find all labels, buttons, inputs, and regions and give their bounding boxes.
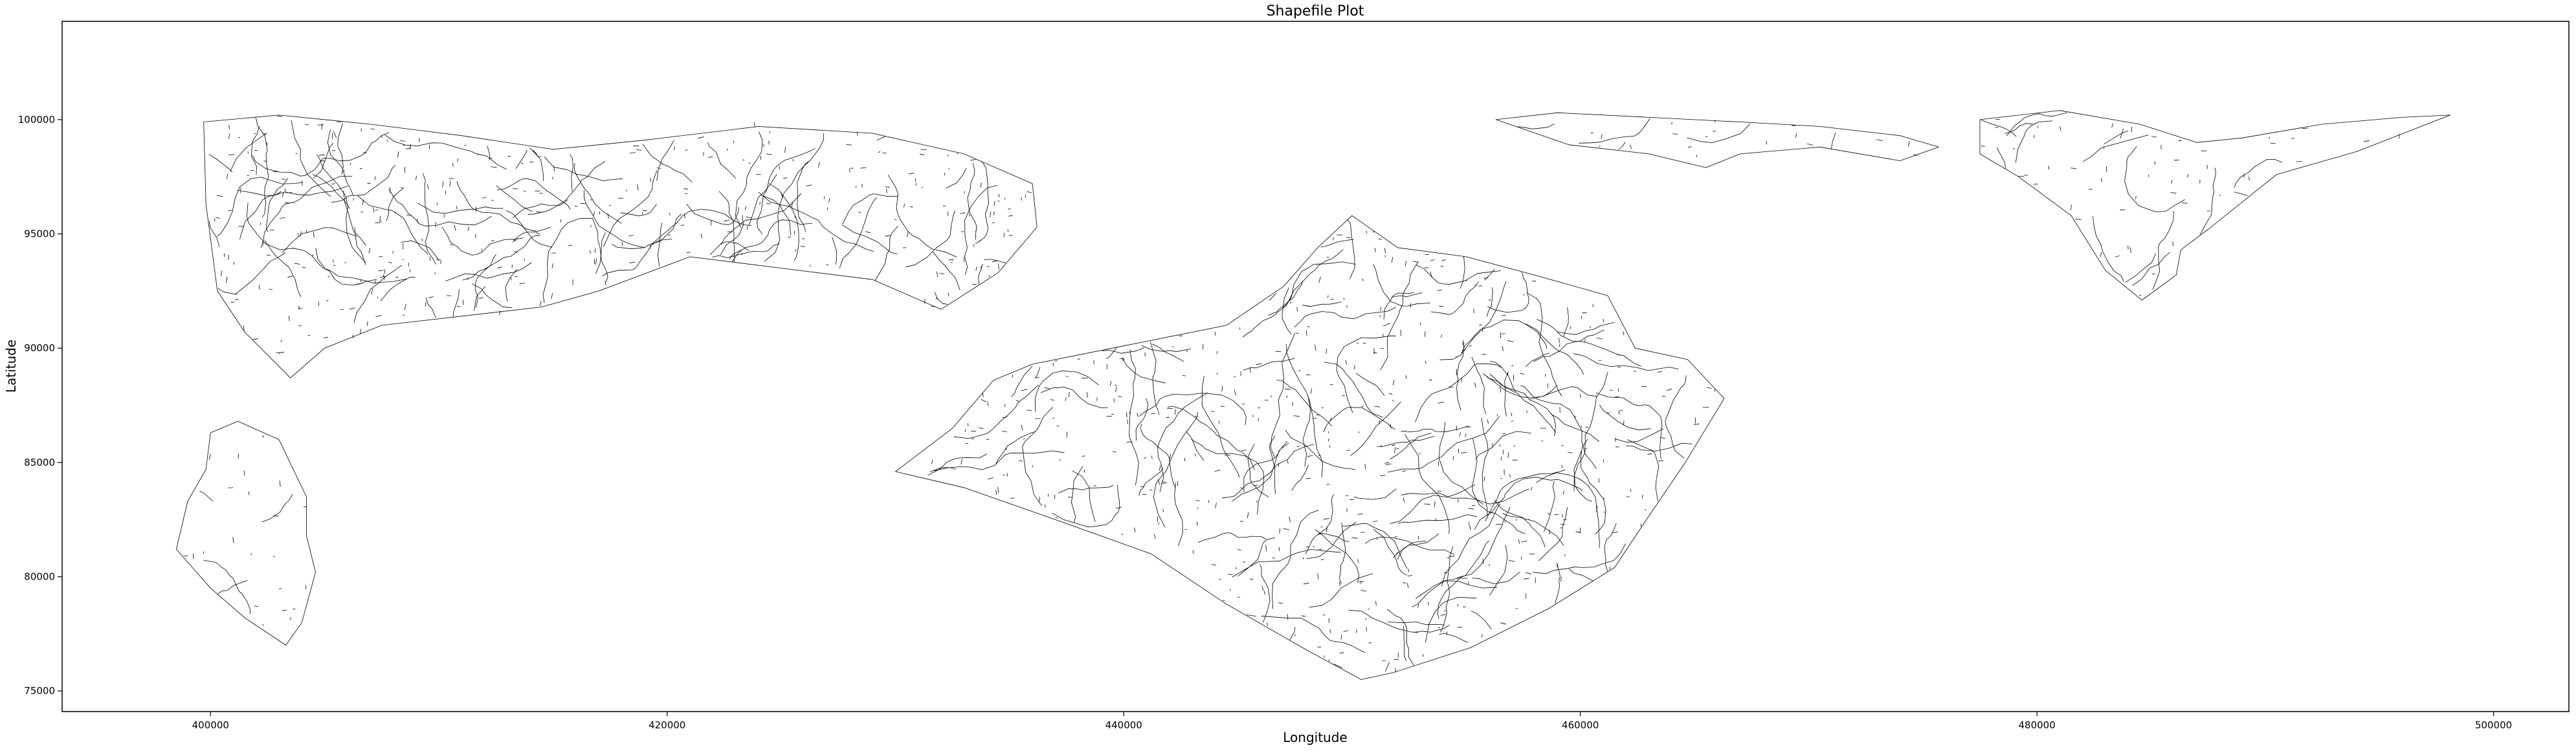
y-tick-label: 75000 [24, 685, 55, 697]
road-network [176, 110, 2450, 680]
region-isle-of-wight [895, 215, 1725, 680]
x-tick-label: 460000 [1562, 719, 1599, 731]
coastline-roads [1495, 112, 1939, 168]
x-axis-label: Longitude [1283, 730, 1347, 745]
y-tick-label: 80000 [24, 571, 55, 583]
coastline-roads [176, 420, 316, 646]
coastline-roads [203, 114, 1038, 378]
y-tick-label: 100000 [18, 114, 55, 125]
coastline-roads [1979, 110, 2450, 301]
coastline-roads [895, 215, 1725, 680]
region-west-mainland [203, 114, 1038, 378]
x-tick-label: 400000 [192, 719, 229, 731]
road-lines [208, 116, 1032, 354]
y-axis: 75000 80000 85000 90000 95000 100000 [18, 114, 62, 697]
x-tick-label: 440000 [1105, 719, 1142, 731]
x-tick-label: 420000 [649, 719, 685, 731]
y-tick-label: 85000 [24, 457, 55, 468]
x-axis: 400000 420000 440000 460000 480000 500000 [192, 712, 2512, 731]
road-lines [1518, 118, 1918, 157]
region-east-coast [1979, 110, 2450, 301]
chart-title: Shapefile Plot [1267, 3, 1364, 19]
road-lines [1981, 112, 2400, 296]
y-axis-label: Latitude [3, 340, 19, 393]
region-portsmouth-strip [1495, 112, 1939, 168]
x-tick-label: 480000 [2019, 719, 2056, 731]
region-south-peninsula [176, 420, 316, 646]
y-tick-label: 90000 [24, 342, 55, 354]
plot-area [61, 21, 2570, 712]
plot-frame [61, 21, 2570, 712]
y-tick-label: 95000 [24, 228, 55, 240]
x-tick-label: 500000 [2475, 719, 2512, 731]
road-lines [927, 219, 1716, 673]
road-lines [183, 435, 307, 626]
